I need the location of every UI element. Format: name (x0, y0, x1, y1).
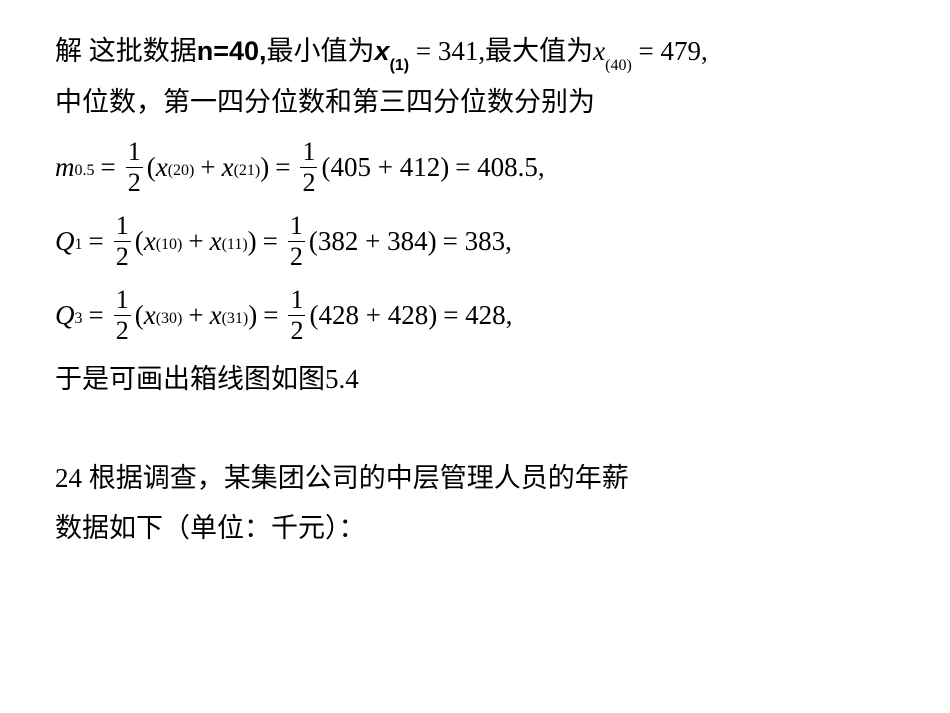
q1-eq2: = (263, 226, 278, 257)
q1-lp1: ( (135, 226, 144, 257)
q3-half1-den: 2 (114, 315, 131, 344)
q1-half2-num: 1 (288, 213, 305, 241)
q1-rhs: = 383, (443, 226, 512, 257)
line1-x1-sub: (1) (390, 57, 410, 74)
q1-half1: 1 2 (114, 213, 131, 270)
line1-x40-sym: x (593, 36, 605, 66)
q3-x1: x (144, 300, 156, 331)
line1-eq2: = 479, (632, 36, 708, 66)
q1-rp1: ) (248, 226, 257, 257)
line-boxplot: 于是可画出箱线图如图5.4 (55, 358, 905, 401)
line-24b: 数据如下（单位：千元）： (55, 507, 905, 550)
m-x1: x (156, 152, 168, 183)
m-rhs: = 408.5, (455, 152, 544, 183)
q3-x2: x (210, 300, 222, 331)
q1-s2: (11) (222, 236, 248, 254)
line1-part1: 解 这批数据 (55, 36, 197, 66)
q3-eq1: = (89, 300, 104, 331)
q1-half1-den: 2 (114, 241, 131, 270)
q3-mid: (428 + 428) (309, 300, 437, 331)
line1-eq1: = 341, (409, 36, 485, 66)
q3-plus: + (188, 300, 203, 331)
m-x2: x (222, 152, 234, 183)
m-sub: 0.5 (75, 162, 95, 180)
q1-half2: 1 2 (288, 213, 305, 270)
q1-half2-den: 2 (288, 241, 305, 270)
q1-s1: (10) (156, 236, 183, 254)
m-eq1: = (101, 152, 116, 183)
equation-median: m0.5 = 1 2 (x(20) + x(21)) = 1 2 (405 + … (55, 136, 905, 198)
q1-eq1: = (89, 226, 104, 257)
line1-n: n=40, (197, 36, 267, 66)
q3-half1: 1 2 (114, 287, 131, 344)
m-eq2: = (275, 152, 290, 183)
m-s2: (21) (234, 162, 261, 180)
q1-mid: (382 + 384) (309, 226, 437, 257)
q3-half2: 1 2 (288, 287, 305, 344)
q3-rhs: = 428, (443, 300, 512, 331)
line1-part2: 最小值为 (267, 36, 375, 66)
line24a-text: 24 根据调查，某集团公司的中层管理人员的年薪 (55, 463, 629, 493)
m-mid: (405 + 412) (321, 152, 449, 183)
line1-part3: 最大值为 (485, 36, 593, 66)
m-half1-num: 1 (126, 139, 143, 167)
q3-s1: (30) (156, 310, 183, 328)
boxplot-text: 于是可画出箱线图如图5.4 (55, 364, 359, 394)
q3-sub: 3 (75, 310, 83, 328)
line1-x1-sym: x (375, 36, 390, 66)
q3-eq2: = (263, 300, 278, 331)
q3-sym: Q (55, 300, 75, 331)
m-plus: + (200, 152, 215, 183)
q1-x1: x (144, 226, 156, 257)
m-rp1: ) (260, 152, 269, 183)
page: 解 这批数据n=40,最小值为x(1) = 341,最大值为x(40) = 47… (0, 0, 950, 586)
q3-half1-num: 1 (114, 287, 131, 315)
m-sym: m (55, 152, 75, 183)
equation-q1: Q1 = 1 2 (x(10) + x(11)) = 1 2 (382 + 38… (55, 210, 905, 272)
m-half1: 1 2 (126, 139, 143, 196)
q1-sub: 1 (75, 236, 83, 254)
m-s1: (20) (168, 162, 195, 180)
m-half2-den: 2 (300, 167, 317, 196)
equation-q3: Q3 = 1 2 (x(30) + x(31)) = 1 2 (428 + 42… (55, 284, 905, 346)
q3-s2: (31) (222, 310, 249, 328)
q3-rp1: ) (248, 300, 257, 331)
line-1: 解 这批数据n=40,最小值为x(1) = 341,最大值为x(40) = 47… (55, 30, 905, 75)
q1-sym: Q (55, 226, 75, 257)
m-half2-num: 1 (300, 139, 317, 167)
q3-lp1: ( (135, 300, 144, 331)
m-lp1: ( (147, 152, 156, 183)
q3-half2-den: 2 (288, 315, 305, 344)
line-24a: 24 根据调查，某集团公司的中层管理人员的年薪 (55, 457, 905, 500)
m-half1-den: 2 (126, 167, 143, 196)
line24b-text: 数据如下（单位：千元）： (55, 513, 366, 543)
line-2: 中位数，第一四分位数和第三四分位数分别为 (55, 81, 905, 124)
line1-x40-sub: (40) (605, 57, 632, 74)
gap (55, 407, 905, 457)
q3-half2-num: 1 (288, 287, 305, 315)
line2-text: 中位数，第一四分位数和第三四分位数分别为 (55, 87, 595, 117)
q1-half1-num: 1 (114, 213, 131, 241)
m-half2: 1 2 (300, 139, 317, 196)
q1-plus: + (188, 226, 203, 257)
q1-x2: x (210, 226, 222, 257)
